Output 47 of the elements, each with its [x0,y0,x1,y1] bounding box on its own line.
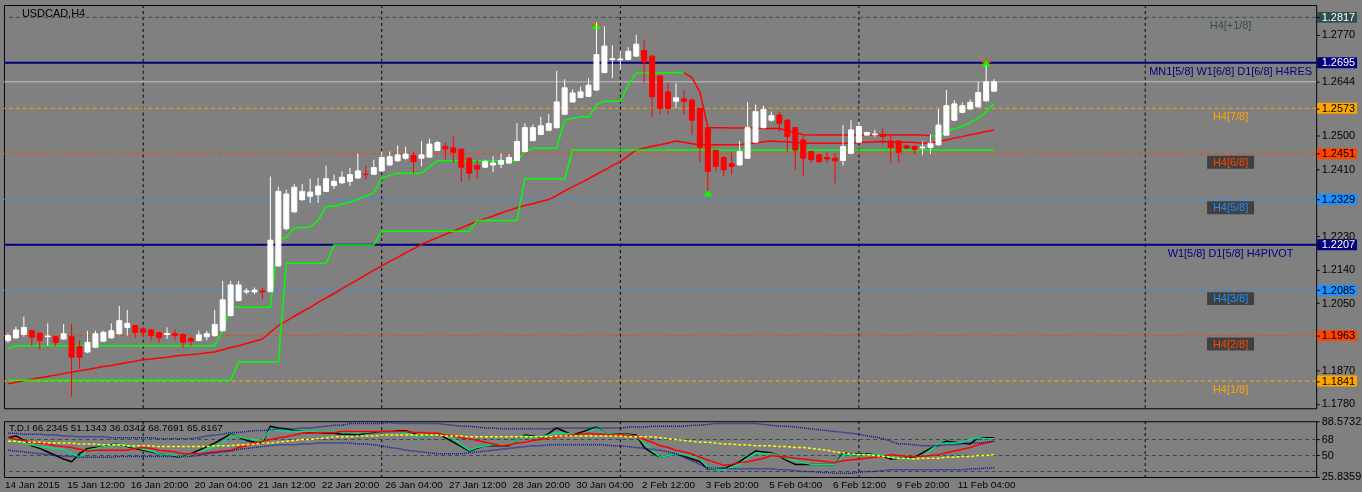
x-tick-label: 11 Feb 04:00 [957,479,1017,491]
y-tick-label: 25.8359 [1321,470,1362,483]
y-tick-label: 1.2140 [1321,263,1356,276]
y-tick-label: 1.2695 [1321,56,1356,69]
y-tick-label: 1.2644 [1321,75,1356,88]
ref-line-label: H4[3/8] [1212,292,1249,305]
ref-line-label: W1[5/8] D1[5/8] H4PIVOT [1167,246,1294,259]
x-tick-label: 14 Jan 2015 [4,479,61,491]
x-tick-label: 20 Jan 04:00 [194,479,253,491]
y-tick-label: 1.2085 [1321,283,1356,296]
x-tick-label: 15 Jan 12:00 [67,479,126,491]
ref-line-label: H4[+1/8] [1209,19,1252,32]
chart-title: USDCAD,H4 [21,7,86,20]
x-tick-label: 27 Jan 12:00 [448,479,507,491]
y-tick-label: 1.2410 [1321,162,1356,175]
y-tick-label: 1.1841 [1321,374,1356,387]
y-tick-label: 1.1780 [1321,397,1356,410]
y-tick-label: 1.2770 [1321,28,1356,41]
x-tick-label: 30 Jan 04:00 [576,479,635,491]
y-tick-label: 1.1870 [1321,363,1356,376]
x-tick-label: 3 Feb 20:00 [705,479,760,491]
ref-line-label: H4[2/8] [1212,337,1249,350]
x-tick-label: 6 Feb 12:00 [832,479,887,491]
ref-line-label: H4[6/8] [1212,155,1249,168]
x-tick-label: 5 Feb 04:00 [769,479,823,491]
y-tick-label: 1.1963 [1321,329,1356,342]
x-tick-label: 16 Jan 20:00 [130,479,189,491]
x-tick-label: 22 Jan 20:00 [321,479,380,491]
y-tick-label: 50 [1321,448,1334,461]
x-tick-label: 2 Feb 12:00 [642,479,696,491]
x-tick-label: 9 Feb 20:00 [896,479,951,491]
y-tick-label: 68 [1321,433,1334,445]
ref-line-label: H4[1/8] [1212,383,1249,396]
chart-title: T.D.I 66.2345 51.1343 36.0342 68.7691 65.8167 [8,422,224,434]
y-tick-label: 1.2573 [1321,101,1356,114]
y-tick-label: 1.2817 [1321,10,1356,23]
y-tick-label: 1.2451 [1321,147,1356,160]
x-tick-label: 26 Jan 04:00 [385,479,444,491]
y-tick-label: 1.2050 [1321,296,1356,309]
x-tick-label: 21 Jan 12:00 [258,479,317,491]
y-tick-label: 1.2329 [1321,192,1356,205]
x-tick-label: 28 Jan 20:00 [512,479,571,491]
y-tick-label: 88.5732 [1321,414,1362,427]
ref-line-label: MN1[5/8] W1[6/8] D1[6/8] H4RES [1149,64,1313,77]
y-tick-label: 1.2500 [1321,128,1356,141]
ref-line-label: H4[5/8] [1212,201,1249,214]
ref-line-label: H4[7/8] [1212,110,1249,123]
